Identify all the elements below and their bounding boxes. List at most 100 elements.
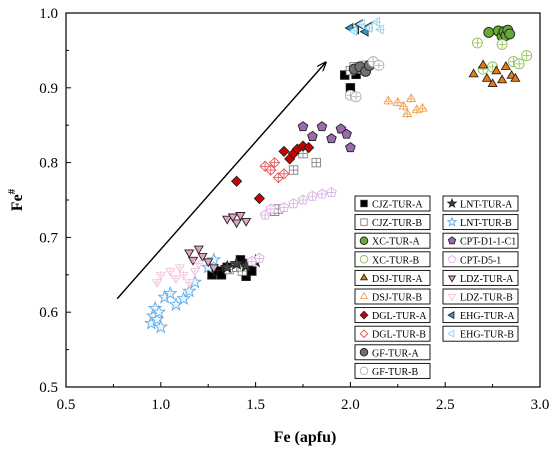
legend-marker	[447, 275, 457, 283]
series-dgl-tur-b	[259, 156, 290, 184]
series-dsj-tur-b	[383, 93, 428, 118]
legend-item: DSJ-TUR-A	[354, 269, 431, 286]
data-point	[216, 270, 227, 280]
series-ehg-tur-b	[348, 16, 385, 37]
legend-item-box	[354, 214, 431, 231]
trend-arrow	[116, 62, 326, 300]
data-point	[229, 256, 244, 270]
series-ldz-tur-a	[184, 212, 252, 274]
data-point	[481, 72, 492, 82]
data-point	[151, 304, 167, 319]
legend-item-box	[442, 307, 519, 324]
legend-label: XC-TUR-A	[372, 237, 421, 248]
trend-arrow-line	[116, 62, 326, 300]
legend-item: LDZ-TUR-A	[442, 269, 519, 286]
legend: CJZ-TUR-A CJZ-TUR-B XC-TUR-A XC-TUR-B DSJ-TU…	[354, 195, 519, 379]
legend-marker	[359, 291, 369, 299]
data-point	[297, 121, 309, 132]
data-point	[316, 121, 328, 132]
x-tick-label: 1.5	[246, 397, 265, 413]
data-point	[483, 26, 495, 38]
legend-item-box	[442, 288, 519, 305]
y-tick-label: 0.5	[39, 380, 58, 396]
legend-label: CPT-D5-1	[460, 255, 501, 266]
data-point	[203, 258, 214, 268]
data-point	[219, 259, 235, 274]
data-point	[345, 142, 356, 153]
legend-item: LNT-TUR-A	[442, 195, 519, 212]
data-point	[163, 285, 178, 300]
data-point	[149, 312, 165, 326]
legend-marker	[359, 236, 369, 245]
data-point	[222, 215, 233, 225]
legend-item: DGL-TUR-A	[354, 307, 431, 324]
data-point	[181, 283, 197, 298]
legend-label: DGL-TUR-B	[372, 330, 426, 341]
data-point	[153, 319, 169, 334]
legend-marker	[359, 310, 369, 320]
data-point	[278, 145, 290, 158]
data-point	[491, 65, 502, 75]
legend-item: LDZ-TUR-B	[442, 288, 519, 305]
data-point	[307, 130, 318, 141]
legend-label: XC-TUR-B	[372, 255, 420, 266]
legend-item-box	[442, 232, 519, 249]
legend-label: EHG-TUR-A	[460, 311, 515, 322]
series-cpt-d5-1	[246, 186, 337, 266]
legend-item: XC-TUR-B	[354, 251, 431, 268]
legend-item-box	[354, 269, 431, 286]
legend-item: EHG-TUR-B	[442, 325, 519, 342]
legend-label: GF-TUR-A	[372, 348, 419, 359]
series-dsj-tur-a	[468, 59, 521, 88]
legend-item-box	[354, 325, 431, 342]
legend-item: CPT-D1-1-C1	[442, 232, 519, 249]
legend-label: DGL-TUR-A	[372, 311, 427, 322]
legend-marker	[359, 255, 369, 264]
legend-marker	[360, 218, 368, 226]
legend-marker	[360, 199, 368, 208]
legend-item-box	[442, 251, 519, 268]
x-tick-label: 2.0	[341, 397, 360, 413]
legend-label: LDZ-TUR-B	[460, 293, 513, 304]
x-tick-label: 1.0	[151, 397, 170, 413]
legend-item: GF-TUR-A	[354, 344, 431, 361]
data-point	[231, 219, 242, 229]
legend-label: CJZ-TUR-B	[372, 218, 422, 229]
legend-item: CJZ-TUR-A	[354, 195, 431, 212]
data-points	[144, 16, 533, 334]
legend-marker	[359, 366, 369, 376]
data-point	[326, 133, 337, 144]
legend-label: CPT-D1-1-C1	[460, 237, 516, 248]
data-point	[500, 61, 511, 70]
legend-item: EHG-TUR-A	[442, 307, 519, 324]
legend-item: DSJ-TUR-B	[354, 288, 431, 305]
legend-item-box	[354, 195, 431, 212]
legend-item-box	[442, 214, 519, 231]
legend-item: LNT-TUR-B	[442, 214, 519, 231]
data-point	[206, 252, 222, 267]
legend-marker	[447, 294, 457, 302]
series-xc-tur-a	[483, 24, 516, 42]
series-cpt-d1-1-c1	[297, 121, 356, 153]
legend-label: LDZ-TUR-A	[460, 274, 514, 285]
data-point	[235, 212, 246, 221]
y-tick-label: 0.7	[39, 230, 58, 246]
legend-marker	[447, 311, 455, 320]
data-point	[478, 59, 489, 69]
series-gf-tur-b	[344, 56, 385, 103]
legend-item: XC-TUR-A	[354, 232, 431, 249]
legend-label: LNT-TUR-A	[460, 200, 513, 211]
data-point	[197, 253, 208, 263]
legend-item-box	[354, 344, 431, 361]
y-tick-label: 0.8	[39, 156, 58, 172]
series-dgl-tur-a	[230, 140, 315, 205]
legend-item-box	[354, 232, 431, 249]
legend-marker	[359, 273, 369, 281]
legend-label: LNT-TUR-B	[460, 218, 512, 229]
data-point	[208, 264, 219, 274]
x-tick-label: 0.5	[57, 397, 76, 413]
y-axis-ticks: 0.5 0.6 0.7 0.8 0.9 1.0	[39, 6, 71, 396]
x-tick-label: 2.5	[436, 397, 455, 413]
legend-item-box	[354, 251, 431, 268]
